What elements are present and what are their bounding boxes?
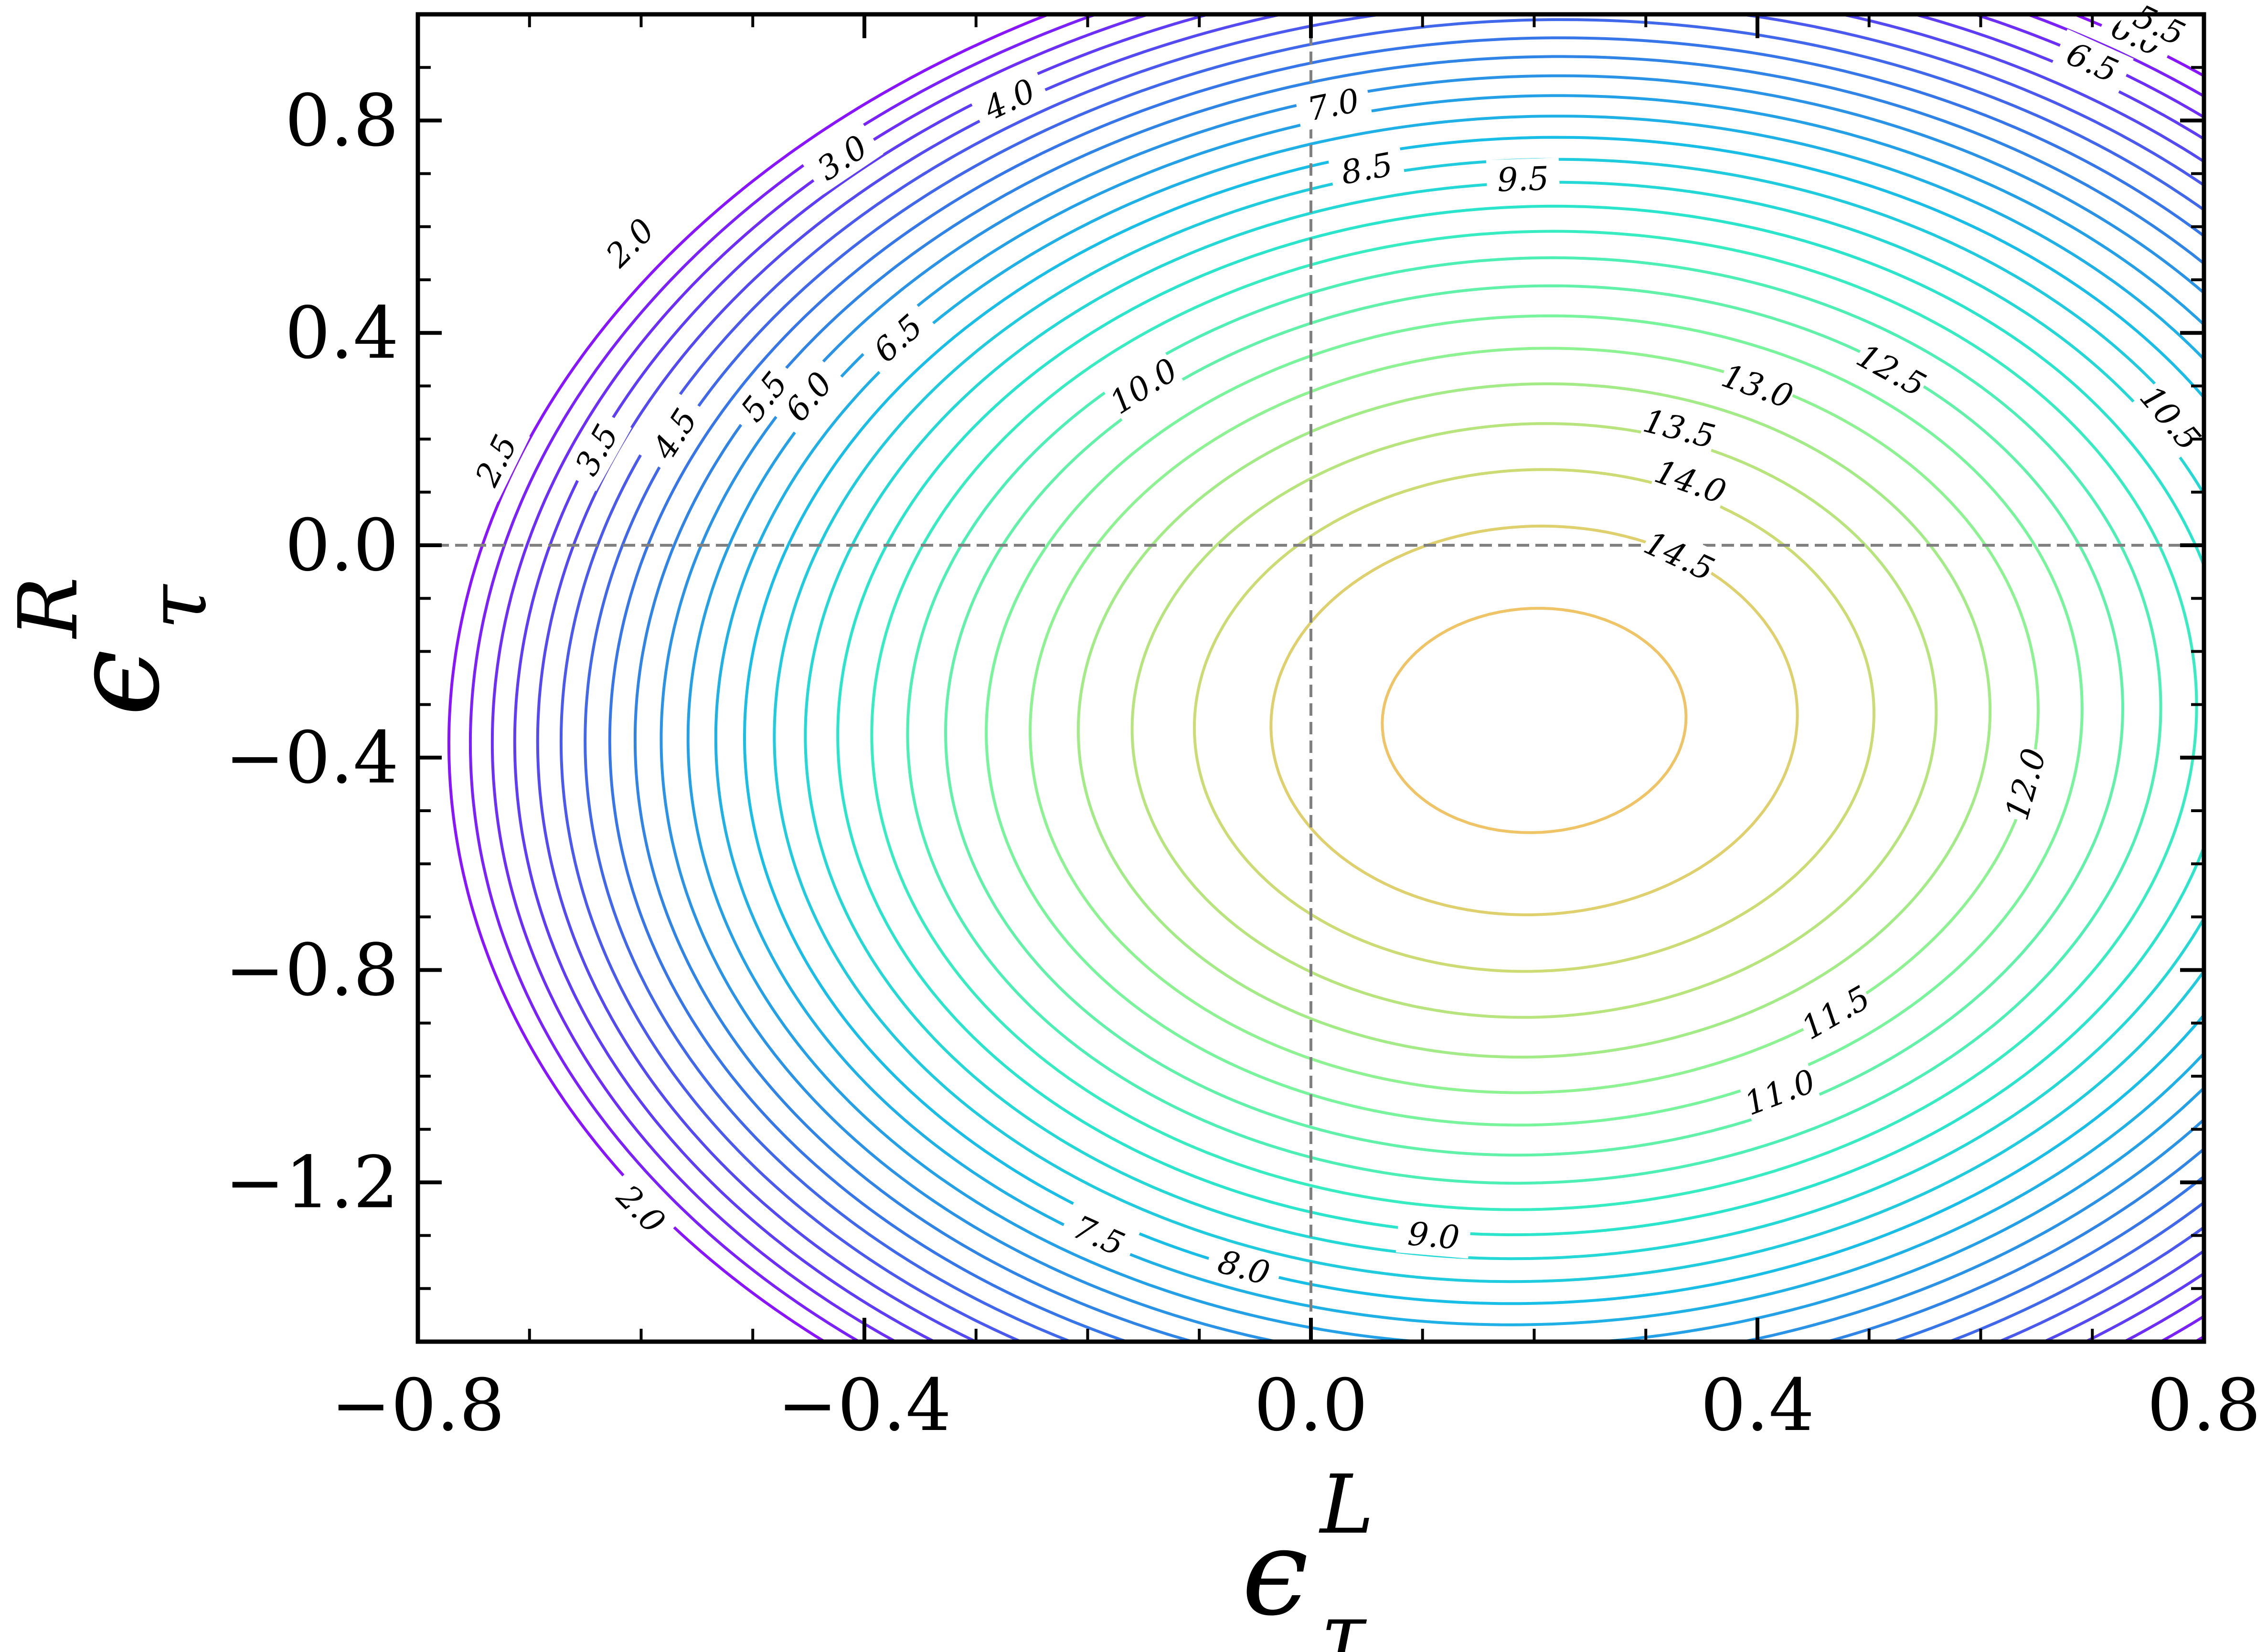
y-tick-label: 0.4: [285, 292, 399, 375]
x-tick-labels: −0.8 −0.4 0.0 0.4 0.8: [331, 1364, 2261, 1447]
contour-label-gap: [770, 356, 848, 437]
contour-level-line: [906, 256, 2162, 1185]
contour-label-gap: [968, 65, 1051, 133]
y-tick-label: −0.8: [225, 929, 399, 1012]
contour-label-group: 14.0: [1650, 451, 1732, 512]
contour-label-group: 2.0: [601, 1169, 681, 1249]
x-axis-label-symbol: ϵ: [1242, 1503, 1309, 1642]
contour-label-group: 2.5: [462, 419, 530, 502]
contour-label-gap: [1203, 1238, 1285, 1296]
y-tick-label: −1.2: [225, 1141, 399, 1224]
y-axis-label-sub: τ: [130, 583, 225, 630]
contour-level-line: [836, 204, 2205, 1237]
contour-label-gap: [1650, 451, 1732, 512]
contour-label-group: 7.5: [1057, 1202, 1140, 1269]
y-tick-label: 0.8: [285, 79, 399, 162]
x-tick-label: 0.0: [1254, 1364, 1368, 1447]
contour-label-gap: [1327, 142, 1406, 195]
reference-lines: [418, 14, 2204, 1342]
contour-label: 8.5: [1338, 146, 1396, 192]
y-axis-label-group: ϵ R τ: [1, 575, 225, 716]
contour-label-group: 13.0: [1716, 355, 1799, 417]
contour-label-group: 11.0: [1738, 1060, 1821, 1124]
contour-label-gap: [1639, 400, 1720, 457]
y-tick-label: 0.0: [285, 504, 399, 587]
contour-label: 12.0: [1998, 744, 2054, 824]
contour-label-group: 3.5: [561, 408, 632, 491]
contour-lines: [447, 13, 2205, 1343]
contour-level-line: [1269, 524, 1799, 916]
contour-label-gap: [725, 355, 802, 438]
contour-label-gap: [1716, 355, 1799, 417]
contour-level-line: [714, 115, 2205, 1326]
contour-label-group: 10.0: [1102, 349, 1185, 423]
contour-label-gap: [1794, 977, 1877, 1048]
contour-level-line: [870, 230, 2198, 1211]
contour-level-line: [743, 136, 2205, 1305]
contour-label-gap: [2051, 29, 2134, 95]
contour-level-line: [1076, 382, 1992, 1059]
contour-level-line: [536, 13, 2205, 1343]
contour-level-line: [608, 36, 2205, 1343]
contour-level-line: [559, 13, 2205, 1343]
contour-label-group: 7.0: [1294, 78, 1373, 131]
contour-label: 9.0: [1406, 1215, 1461, 1257]
contour-label-gap: [590, 202, 670, 283]
contour-label-gap: [1102, 349, 1185, 423]
contour-label-gap: [1486, 158, 1560, 201]
contour-label-group: 9.5: [1486, 158, 1560, 201]
contour-label: 10.0: [1103, 351, 1184, 422]
contour-label-gap: [1738, 1060, 1821, 1124]
contour-level-line: [1130, 422, 1938, 1019]
y-axis-label-symbol: ϵ: [47, 649, 186, 716]
x-tick-label: −0.4: [777, 1364, 951, 1447]
x-tick-label: 0.8: [2147, 1364, 2261, 1447]
contour-label-group: 8.5: [1327, 142, 1406, 195]
contour-label-group: 8.0: [1203, 1238, 1285, 1296]
contour-label-gap: [561, 408, 632, 491]
contour-label-group: 2.0: [590, 202, 670, 283]
contour-label-gap: [1294, 78, 1373, 131]
axis-ticks: [416, 13, 2206, 1342]
contour-label: 9.5: [1497, 160, 1550, 200]
contour-label-gap: [462, 419, 530, 502]
contour-level-line: [1029, 347, 2040, 1094]
y-tick-label: −0.4: [225, 717, 399, 800]
y-axis-label: ϵ R τ: [1, 575, 225, 716]
contour-label: 13.5: [1639, 402, 1719, 456]
contour-label-group: 13.5: [1639, 400, 1720, 457]
x-tick-label: 0.4: [1701, 1364, 1815, 1447]
contour-level-line: [1381, 607, 1688, 834]
x-axis-label-sub: τ: [1321, 1587, 1367, 1652]
contour-label-group: 9.0: [1395, 1212, 1472, 1259]
contour-level-line: [985, 314, 2084, 1127]
x-axis-label-sup: L: [1319, 1458, 1374, 1552]
contour-label-gap: [800, 120, 883, 195]
contour-level-line: [773, 158, 2205, 1283]
contour-label-gap: [1057, 1202, 1140, 1269]
y-axis-label-sup: R: [1, 577, 96, 639]
contour-label-gap: [601, 1169, 681, 1249]
contour-label-gap: [2131, 377, 2210, 459]
contour-label-group: 12.5: [1850, 335, 1933, 405]
contour-label-group: 6.5: [857, 299, 938, 378]
contour-level-line: [660, 74, 2205, 1343]
contour-label-gap: [2118, 0, 2201, 59]
x-tick-label: −0.8: [331, 1364, 505, 1447]
contour-level-line: [490, 13, 2205, 1343]
contour-label-group: 12.0: [1996, 743, 2054, 825]
contour-label-gap: [1850, 335, 1933, 405]
y-tick-labels: −1.2 −0.8 −0.4 0.0 0.4 0.8: [225, 79, 399, 1224]
contour-label-group: 4.0: [968, 65, 1051, 133]
contour-level-line: [513, 13, 2205, 1343]
x-axis-label: ϵ L τ: [1242, 1458, 1376, 1652]
contour-label-gap: [1638, 522, 1721, 590]
contour-label-gap: [1996, 743, 2054, 825]
contour-label-gap: [857, 299, 938, 378]
contour-label-gap: [638, 392, 712, 476]
contour-label-group: 14.5: [1638, 522, 1721, 590]
contour-level-line: [584, 18, 2205, 1343]
contour-label-gap: [1395, 1212, 1472, 1259]
